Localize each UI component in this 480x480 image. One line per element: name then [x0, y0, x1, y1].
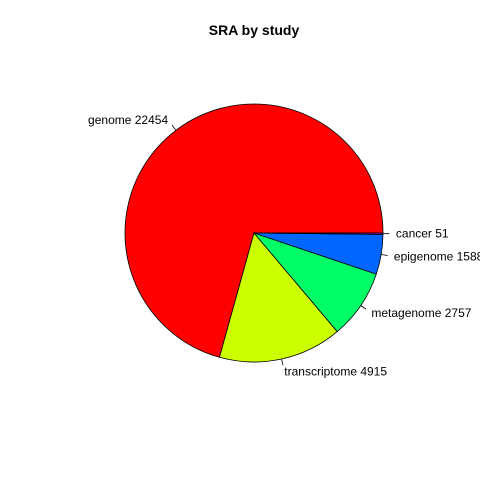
leader-line-genome — [171, 124, 177, 131]
pie-slice-transcriptome — [218, 232, 338, 363]
slice-label-cancer: cancer 51 — [396, 227, 449, 241]
slice-label-epigenome: epigenome 1588 — [394, 250, 480, 264]
chart-title: SRA by study — [209, 22, 300, 38]
leader-line-metagenome — [360, 305, 367, 310]
pie-slices — [124, 103, 384, 363]
slice-labels: genome 22454 transcriptome 4915 metagenome… — [88, 113, 480, 379]
pie-slice-genome — [124, 103, 384, 358]
leader-line-transcriptome — [281, 358, 284, 366]
label-leader-lines — [171, 124, 390, 366]
slice-label-metagenome: metagenome 2757 — [371, 306, 471, 320]
slice-label-transcriptome: transcriptome 4915 — [284, 365, 387, 379]
leader-line-epigenome — [381, 254, 388, 256]
slice-label-genome: genome 22454 — [88, 113, 168, 127]
pie-slice-cancer — [253, 232, 384, 235]
